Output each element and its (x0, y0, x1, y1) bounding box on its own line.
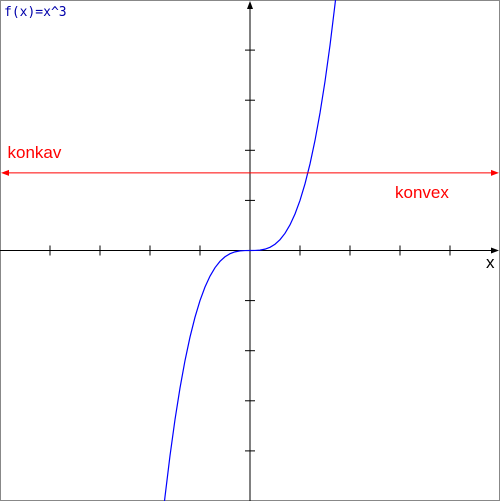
reference-left-arrowhead (1, 170, 9, 176)
plot-title: f(x)=x^3 (4, 5, 67, 20)
reference-right-arrowhead (491, 170, 499, 176)
y-axis-arrowhead (247, 1, 253, 9)
region-label-konkav: konkav (8, 143, 62, 162)
label-layer: x konkav konvex (8, 143, 496, 272)
region-label-konvex: konvex (395, 183, 449, 202)
x-axis-label: x (486, 253, 495, 272)
